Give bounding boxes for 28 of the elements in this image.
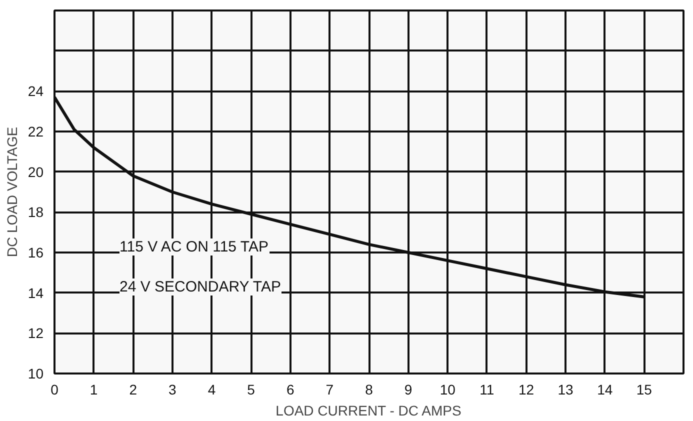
x-tick-label: 3 xyxy=(168,382,177,398)
x-tick-label: 13 xyxy=(558,382,574,398)
x-tick-label: 5 xyxy=(247,382,256,398)
y-tick-label: 20 xyxy=(28,164,44,180)
y-tick-label: 14 xyxy=(28,284,44,301)
x-tick-label: 11 xyxy=(480,382,494,398)
x-tick-label: 1 xyxy=(90,382,98,398)
y-tick-label: 18 xyxy=(28,204,44,220)
x-tick-label: 4 xyxy=(208,382,216,398)
x-tick-label: 9 xyxy=(404,382,412,398)
y-tick-label: 12 xyxy=(28,325,44,342)
x-tick-label: 6 xyxy=(286,382,294,398)
x-tick-label: 0 xyxy=(50,382,59,398)
x-tick-label: 2 xyxy=(129,382,138,398)
x-tick-label: 7 xyxy=(326,382,334,398)
annotation: 24 V SECONDARY TAP xyxy=(120,278,281,296)
y-tick-label: 10 xyxy=(28,366,44,382)
x-tick-label: 14 xyxy=(597,382,613,398)
y-tick-label: 24 xyxy=(28,83,44,100)
x-tick-label: 12 xyxy=(518,382,534,398)
x-axis-title: LOAD CURRENT - DC AMPS xyxy=(276,402,462,418)
x-tick-label: 10 xyxy=(440,382,456,398)
y-tick-label: 22 xyxy=(28,124,44,140)
annotation: 115 V AC ON 115 TAP xyxy=(120,238,268,256)
y-axis-title: DC LOAD VOLTAGE xyxy=(4,126,20,258)
y-tick-label: 16 xyxy=(28,244,44,260)
x-tick-label: 8 xyxy=(365,382,374,398)
x-tick-label: 15 xyxy=(636,382,652,398)
